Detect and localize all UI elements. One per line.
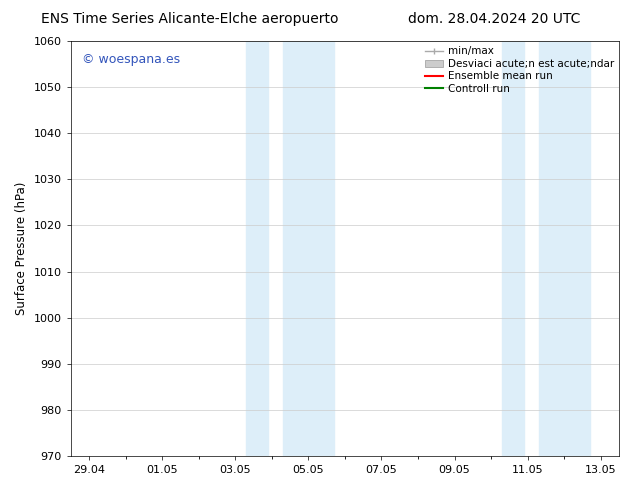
Bar xyxy=(283,41,334,456)
Bar xyxy=(246,41,268,456)
Legend: min/max, Desviaci acute;n est acute;ndar, Ensemble mean run, Controll run: min/max, Desviaci acute;n est acute;ndar… xyxy=(422,44,616,96)
Text: © woespana.es: © woespana.es xyxy=(82,53,180,67)
Y-axis label: Surface Pressure (hPa): Surface Pressure (hPa) xyxy=(15,182,28,315)
Bar xyxy=(539,41,590,456)
Text: ENS Time Series Alicante-Elche aeropuerto: ENS Time Series Alicante-Elche aeropuert… xyxy=(41,12,339,26)
Text: dom. 28.04.2024 20 UTC: dom. 28.04.2024 20 UTC xyxy=(408,12,581,26)
Bar xyxy=(502,41,524,456)
